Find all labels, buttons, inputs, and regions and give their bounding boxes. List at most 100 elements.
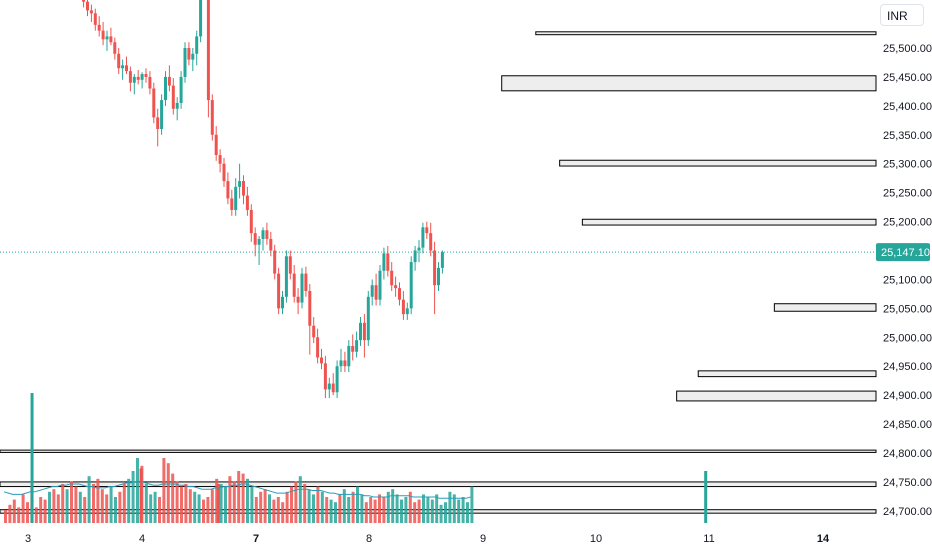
candle-body bbox=[199, 0, 203, 37]
x-tick-label: 8 bbox=[366, 533, 372, 545]
candle-body bbox=[234, 186, 238, 210]
volume-bar-15 bbox=[70, 481, 73, 523]
volume-bar-87 bbox=[386, 491, 390, 523]
candle-body bbox=[218, 155, 222, 164]
volume-bar-30 bbox=[136, 458, 139, 523]
candle-46 bbox=[245, 186, 249, 216]
candle-32 bbox=[191, 48, 195, 72]
candle-body bbox=[409, 262, 413, 309]
zone-1 bbox=[501, 75, 877, 92]
candle-22 bbox=[152, 82, 156, 124]
currency-label[interactable]: INR bbox=[880, 4, 924, 26]
candle-body bbox=[394, 285, 398, 289]
volume-bar-62 bbox=[276, 497, 280, 523]
candle-74 bbox=[355, 331, 359, 358]
y-tick-label: 25,200.00 bbox=[883, 217, 932, 229]
candle-5 bbox=[86, 0, 89, 17]
candle-51 bbox=[265, 222, 269, 245]
candle-89 bbox=[413, 245, 417, 271]
volume-bar-38 bbox=[171, 473, 175, 523]
time-axis[interactable]: 3 4 7 8 9 10 11 14 bbox=[25, 533, 830, 545]
candle-84 bbox=[394, 276, 398, 297]
y-tick-label: 25,400.00 bbox=[883, 101, 932, 113]
candle-body bbox=[179, 76, 183, 103]
y-tick-label: 25,350.00 bbox=[883, 130, 932, 142]
candle-body bbox=[405, 308, 409, 315]
volume-bar-17 bbox=[78, 491, 82, 523]
candle-body bbox=[105, 36, 109, 40]
candle-body bbox=[281, 296, 284, 309]
volume-bar-78 bbox=[347, 497, 351, 523]
candle-18 bbox=[136, 69, 140, 85]
candle-body bbox=[413, 250, 417, 263]
candle-body bbox=[152, 88, 156, 118]
candle-67 bbox=[327, 377, 331, 399]
candle-body bbox=[222, 163, 226, 182]
candle-87 bbox=[405, 302, 409, 320]
candle-body bbox=[121, 65, 125, 69]
volume-bar-57 bbox=[254, 497, 258, 523]
y-tick-label: 25,100.00 bbox=[883, 274, 932, 286]
candle-37 bbox=[210, 94, 214, 141]
candle-body bbox=[164, 76, 167, 101]
volume-spike-1 bbox=[139, 468, 143, 523]
candle-8 bbox=[97, 16, 101, 37]
candle-body bbox=[175, 102, 179, 109]
volume-bar-77 bbox=[342, 489, 346, 523]
volume-bar-96 bbox=[426, 497, 430, 523]
candle-body bbox=[366, 296, 370, 341]
candle-33 bbox=[195, 30, 199, 66]
candle-54 bbox=[277, 267, 281, 315]
candle-body bbox=[359, 322, 362, 341]
candle-body bbox=[398, 288, 401, 300]
volume-bar-83 bbox=[369, 497, 373, 523]
candle-body bbox=[440, 252, 444, 268]
volume-bar-27 bbox=[122, 484, 126, 523]
volume-bar-22 bbox=[100, 489, 104, 523]
candle-body bbox=[214, 134, 218, 156]
candle-body bbox=[433, 250, 437, 286]
candle-63 bbox=[312, 317, 316, 344]
price-axis[interactable]: 25,500.00 25,450.00 25,400.00 25,350.00 25,3… bbox=[876, 43, 932, 518]
candle-49 bbox=[257, 236, 261, 265]
candle-body bbox=[128, 71, 132, 83]
y-tick-label: 24,950.00 bbox=[883, 361, 932, 373]
volume-bar-53 bbox=[237, 471, 241, 523]
volume-bar-73 bbox=[325, 497, 329, 523]
volume-bar-67 bbox=[298, 476, 302, 523]
candle-body bbox=[288, 256, 292, 274]
candle-55 bbox=[281, 291, 284, 315]
volume-bar-8 bbox=[39, 497, 43, 523]
volume-bar-52 bbox=[232, 481, 236, 523]
volume-bar-19 bbox=[87, 476, 91, 523]
zone-5 bbox=[697, 370, 877, 378]
volume-bar-49 bbox=[219, 484, 223, 523]
candle-57 bbox=[288, 250, 292, 280]
candle-10 bbox=[105, 30, 109, 51]
candle-body bbox=[167, 76, 171, 86]
candle-body bbox=[382, 253, 386, 271]
volume-bar-97 bbox=[430, 499, 434, 523]
y-tick-label: 24,900.00 bbox=[883, 390, 932, 402]
volume-bar-23 bbox=[105, 494, 109, 523]
candle-53 bbox=[273, 244, 277, 280]
candle-73 bbox=[351, 334, 355, 361]
volume-bar-12 bbox=[56, 494, 60, 523]
volume-spike-3 bbox=[704, 471, 708, 523]
volume-bar-32 bbox=[144, 484, 148, 523]
candle-body bbox=[374, 285, 378, 300]
volume-bar-71 bbox=[316, 486, 320, 523]
volume-bar-26 bbox=[118, 491, 122, 523]
candle-95 bbox=[437, 262, 440, 291]
candle-body bbox=[370, 285, 374, 297]
y-tick-label: 24,850.00 bbox=[883, 419, 932, 431]
candle-26 bbox=[167, 65, 171, 92]
volume-bar-18 bbox=[83, 497, 87, 523]
volume-bar-65 bbox=[290, 486, 293, 523]
candle-90 bbox=[417, 240, 421, 263]
candle-body bbox=[343, 360, 347, 367]
candle-60 bbox=[300, 267, 304, 309]
volume-bar-13 bbox=[61, 484, 65, 523]
